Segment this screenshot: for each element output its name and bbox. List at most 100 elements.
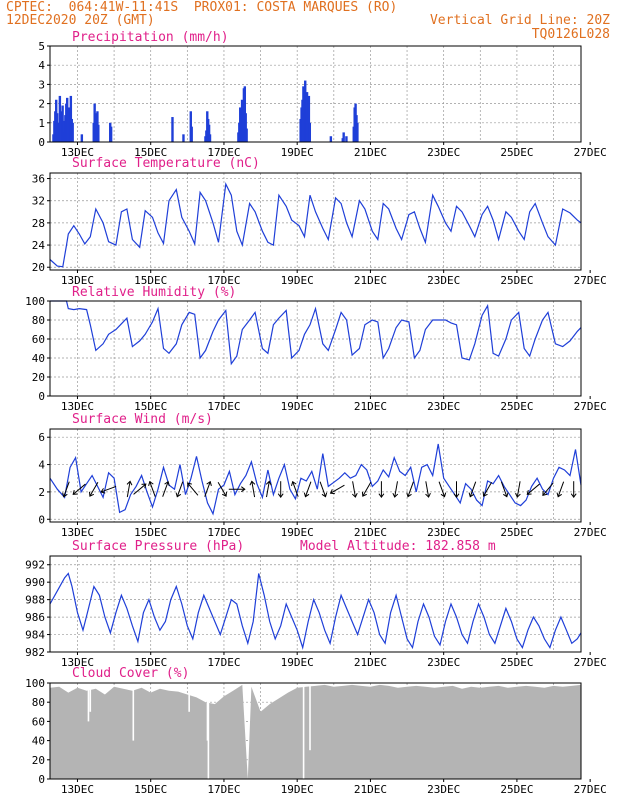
header-model: TQ0126L028: [531, 27, 610, 42]
x-tick-label: 25DEC: [500, 656, 533, 669]
wind-arrow-head: [141, 483, 147, 489]
series-line: [50, 300, 582, 366]
y-tick-label: 4: [38, 459, 45, 472]
y-tick-label: 32: [32, 195, 45, 208]
wind-arrow-head: [406, 492, 412, 498]
x-tick-label: 13DEC: [61, 146, 94, 159]
wind-arrow-head: [265, 480, 272, 486]
wind-arrow-head: [526, 490, 532, 495]
x-tick-label: 21DEC: [354, 783, 387, 796]
x-tick-label: 19DEC: [281, 400, 314, 413]
x-tick-label: 25DEC: [500, 146, 533, 159]
x-tick-label: 25DEC: [500, 783, 533, 796]
y-tick-label: 988: [25, 594, 45, 607]
wind-arrow: [148, 480, 156, 497]
wind-arrow-shaft: [126, 481, 131, 498]
header-station: CPTEC: 064:41W-11:41S PROX01: COSTA MARQ…: [6, 0, 398, 15]
wind-arrow: [228, 486, 246, 493]
y-tick-label: 0: [38, 390, 45, 403]
cloud-clear-gap: [309, 683, 311, 751]
wind-arrow-head: [277, 493, 284, 499]
x-tick-label: 27DEC: [574, 783, 607, 796]
wind-arrow: [133, 483, 147, 495]
wind-arrow: [361, 482, 372, 497]
wind-arrow-head: [187, 482, 192, 488]
precip-bar: [62, 120, 65, 142]
y-tick-label: 80: [32, 314, 45, 327]
y-tick-label: 60: [32, 715, 45, 728]
wind-arrow-head: [206, 480, 212, 486]
x-tick-label: 21DEC: [354, 400, 387, 413]
wind-arrow-shaft: [516, 481, 521, 498]
cloud-clear-gap: [188, 683, 190, 712]
wind-arrow-shaft: [526, 483, 540, 495]
precip-bar: [182, 134, 185, 142]
wind-arrow: [265, 480, 272, 498]
cloud-clear-gap: [132, 683, 135, 741]
y-tick-label: 982: [25, 646, 45, 659]
x-tick-label: 25DEC: [500, 526, 533, 539]
wind-arrow: [175, 481, 184, 498]
wind-arrow-head: [351, 492, 358, 498]
wind-arrow: [303, 481, 312, 498]
y-tick-label: 20: [32, 754, 45, 767]
precip-bar: [207, 124, 211, 142]
precip-bar: [171, 117, 174, 142]
wind-arrow: [468, 481, 477, 498]
wind-arrow-head: [453, 493, 460, 499]
wind-arrow-head: [482, 491, 488, 497]
y-tick-label: 36: [32, 173, 45, 186]
x-tick-label: 15DEC: [134, 146, 167, 159]
wind-arrow-head: [556, 492, 562, 498]
precip-bar: [356, 122, 359, 142]
y-tick-label: 24: [32, 239, 46, 252]
x-tick-label: 15DEC: [134, 656, 167, 669]
wind-arrow-shaft: [394, 481, 398, 498]
wind-arrow: [556, 481, 565, 498]
precip-bar: [71, 122, 74, 142]
y-tick-label: 60: [32, 333, 45, 346]
y-tick-label: 80: [32, 696, 45, 709]
panel-frame: [49, 172, 582, 271]
x-tick-label: 23DEC: [427, 526, 460, 539]
temperature-title: Surface Temperature (nC): [72, 156, 260, 171]
wind-arrow-shaft: [304, 481, 312, 497]
panel-frame: [49, 45, 582, 143]
cloud-clear-gap: [302, 683, 305, 779]
cloud-clear-gap: [207, 683, 210, 779]
wind-arrow-head: [425, 492, 431, 498]
series-line: [49, 182, 582, 268]
wind-arrow: [482, 482, 493, 497]
wind-arrow-head: [291, 480, 297, 486]
wind-arrow: [438, 481, 447, 498]
precip-bar: [80, 134, 84, 142]
wind-arrow-head: [249, 480, 256, 486]
wind-arrow-shaft: [251, 481, 256, 498]
x-tick-label: 21DEC: [354, 656, 387, 669]
y-tick-label: 40: [32, 352, 45, 365]
wind-arrow: [319, 481, 328, 498]
wind-arrow-head: [164, 480, 170, 486]
x-tick-label: 15DEC: [134, 274, 167, 287]
precip-bar: [307, 95, 311, 142]
wind-arrow: [542, 482, 554, 496]
wind-arrow-shaft: [204, 481, 211, 497]
pressure-title: Surface Pressure (hPa): [72, 539, 244, 554]
y-tick-label: 20: [32, 261, 45, 274]
x-tick-label: 21DEC: [354, 274, 387, 287]
x-tick-label: 27DEC: [574, 656, 607, 669]
wind-arrow-shaft: [100, 485, 117, 493]
wind-arrow-head: [503, 492, 509, 498]
wind-arrow: [406, 481, 414, 498]
x-tick-label: 27DEC: [574, 526, 607, 539]
wind-arrow: [425, 481, 431, 498]
x-tick-label: 15DEC: [134, 400, 167, 413]
y-tick-label: 984: [25, 629, 45, 642]
y-tick-label: 0: [38, 513, 45, 526]
wind-arrow-shaft: [266, 481, 270, 498]
x-tick-label: 15DEC: [134, 783, 167, 796]
x-tick-label: 13DEC: [61, 274, 94, 287]
wind-arrow: [249, 480, 256, 498]
x-tick-label: 23DEC: [427, 146, 460, 159]
wind-arrow: [88, 482, 99, 497]
